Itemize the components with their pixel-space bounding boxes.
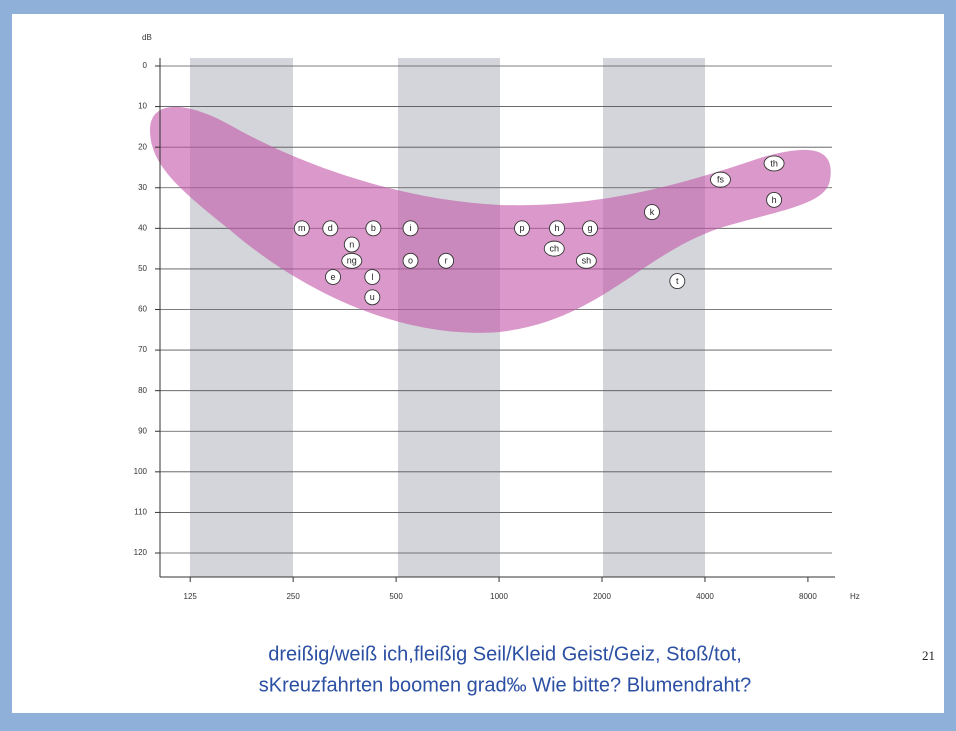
slide-number: 21 bbox=[922, 648, 935, 663]
y-tick-label: 100 bbox=[134, 467, 148, 476]
phoneme-marker bbox=[402, 220, 419, 237]
phoneme-label: ch bbox=[549, 244, 559, 254]
phoneme-label: p bbox=[519, 223, 524, 233]
x-tick-label: 125 bbox=[184, 592, 198, 601]
phoneme-label: k bbox=[650, 207, 655, 217]
y-tick-label: 60 bbox=[138, 305, 147, 314]
phoneme-label: ng bbox=[347, 256, 357, 266]
y-tick-label: 10 bbox=[138, 102, 147, 111]
y-tick-label: 110 bbox=[134, 508, 147, 517]
phoneme-marker bbox=[365, 220, 382, 237]
phoneme-marker bbox=[543, 240, 565, 257]
phoneme-label: e bbox=[331, 272, 336, 282]
phoneme-label: i bbox=[410, 223, 412, 233]
phoneme-label: u bbox=[370, 292, 375, 302]
phoneme-marker bbox=[763, 155, 785, 172]
y-tick-label: 80 bbox=[138, 386, 147, 395]
phoneme-label: r bbox=[445, 256, 448, 266]
phoneme-marker bbox=[343, 236, 360, 253]
caption: dreißig/weiß ich,fleißig Seil/Kleid Geis… bbox=[268, 643, 742, 665]
phoneme-marker bbox=[364, 269, 381, 285]
phoneme-marker bbox=[644, 204, 660, 221]
y-tick-label: 40 bbox=[138, 223, 147, 232]
x-tick-label: 1000 bbox=[490, 592, 508, 601]
phoneme-marker bbox=[341, 252, 363, 269]
phoneme-marker bbox=[438, 252, 455, 269]
phoneme-marker bbox=[322, 220, 339, 237]
phoneme-marker bbox=[325, 269, 341, 285]
y-tick-label: 0 bbox=[143, 61, 148, 70]
phoneme-marker bbox=[402, 252, 419, 269]
phoneme-marker bbox=[514, 220, 530, 237]
band bbox=[603, 58, 705, 577]
y-tick-label: 120 bbox=[134, 548, 148, 557]
y-tick-label: 90 bbox=[138, 426, 147, 435]
phoneme-marker bbox=[293, 220, 310, 237]
phoneme-label: sh bbox=[582, 256, 592, 266]
x-tick-label: 2000 bbox=[593, 592, 611, 601]
x-tick-label: 500 bbox=[389, 592, 403, 601]
x-tick-label: 8000 bbox=[799, 592, 817, 601]
phoneme-label: d bbox=[328, 223, 333, 233]
phoneme-label: l bbox=[371, 272, 373, 282]
phoneme-marker bbox=[575, 252, 597, 269]
phoneme-label: m bbox=[298, 223, 306, 233]
phoneme-label: n bbox=[349, 239, 354, 249]
phoneme-marker bbox=[549, 220, 565, 237]
x-tick-label: 4000 bbox=[696, 592, 714, 601]
phoneme-label: h bbox=[554, 223, 559, 233]
phoneme-label: t bbox=[676, 276, 679, 286]
phoneme-marker bbox=[710, 171, 731, 188]
phoneme-marker bbox=[364, 289, 381, 306]
phoneme-label: o bbox=[408, 256, 413, 266]
phoneme-marker bbox=[669, 273, 686, 290]
phoneme-label: g bbox=[588, 223, 593, 233]
x-axis-label: Hz bbox=[850, 592, 860, 601]
x-tick-label: 250 bbox=[286, 592, 300, 601]
y-axis-label: dB bbox=[142, 33, 152, 42]
y-tick-label: 70 bbox=[138, 345, 147, 354]
caption: sKreuzfahrten boomen grad‰ Wie bitte? Bl… bbox=[259, 674, 752, 696]
speech-banana bbox=[150, 106, 831, 333]
y-tick-label: 20 bbox=[138, 142, 147, 151]
phoneme-label: h bbox=[772, 195, 777, 205]
phoneme-label: th bbox=[770, 158, 778, 168]
y-tick-label: 50 bbox=[138, 264, 147, 273]
phoneme-marker bbox=[582, 220, 598, 237]
phoneme-label: fs bbox=[717, 175, 725, 185]
phoneme-marker bbox=[766, 191, 783, 208]
phoneme-label: b bbox=[371, 223, 376, 233]
y-tick-label: 30 bbox=[138, 183, 147, 192]
